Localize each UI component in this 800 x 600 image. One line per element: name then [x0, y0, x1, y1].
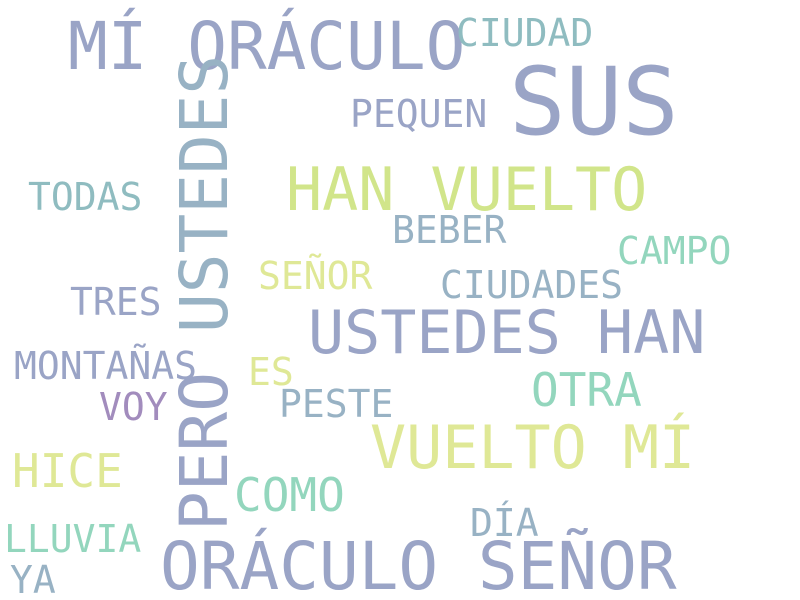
word-peste: PESTE [279, 382, 394, 426]
word-sus: SUS [509, 48, 679, 157]
word-vuelto-mi: VUELTO MÍ [370, 413, 696, 483]
word-oraculo-senor: ORÁCULO SEÑOR [160, 528, 677, 600]
word-dia: DÍA [470, 501, 539, 545]
word-como: COMO [234, 468, 345, 522]
word-ciudad: CIUDAD [456, 11, 594, 55]
word-hice: HICE [12, 444, 123, 498]
word-ya: YA [10, 558, 56, 600]
word-es: ES [248, 350, 294, 394]
word-campo: CAMPO [617, 229, 732, 273]
word-pero: PERO [166, 372, 243, 531]
word-ustedes-han: USTEDES HAN [308, 298, 706, 368]
word-tres: TRES [70, 280, 162, 324]
word-ustedes-vertical: USTEDES [166, 54, 243, 333]
word-lluvia: LLUVIA [4, 517, 142, 561]
word-han-vuelto: HAN VUELTO [286, 155, 648, 225]
word-otra: OTRA [531, 363, 642, 417]
word-senor-small: SEÑOR [258, 254, 373, 298]
word-todas: TODAS [28, 175, 143, 219]
word-beber: BEBER [392, 208, 507, 252]
word-montanas: MONTAÑAS [14, 344, 198, 388]
word-pequen: PEQUEN [350, 92, 488, 136]
word-voy: VOY [99, 385, 168, 429]
word-mi-oraculo: MÍ ORÁCULO [68, 8, 466, 85]
word-ciudades: CIUDADES [440, 263, 624, 307]
